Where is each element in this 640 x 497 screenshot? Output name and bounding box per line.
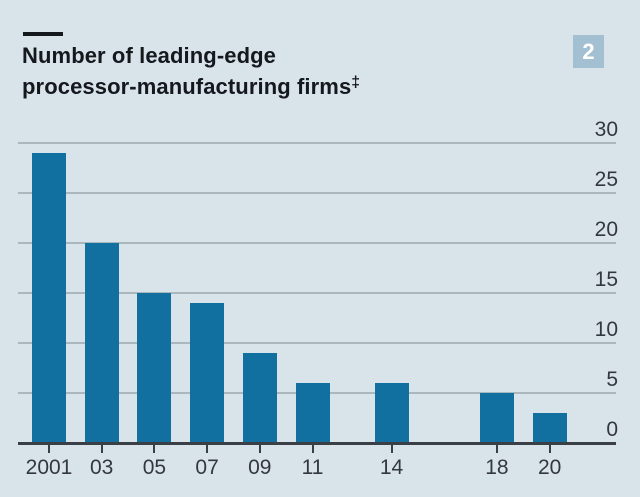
gridline xyxy=(18,291,616,294)
bar-18 xyxy=(479,392,514,443)
x-axis-label: 07 xyxy=(195,455,219,479)
chart-title-line1: Number of leading-edge xyxy=(22,43,276,68)
x-tick xyxy=(258,444,261,453)
bar-14 xyxy=(374,382,409,443)
x-axis-label: 14 xyxy=(379,455,404,479)
chart-number-badge: 2 xyxy=(573,35,604,68)
x-axis-label: 05 xyxy=(142,455,167,479)
y-axis-label: 0 xyxy=(606,417,618,441)
y-axis-label: 15 xyxy=(594,267,618,291)
x-tick xyxy=(390,444,393,453)
x-tick xyxy=(206,444,209,453)
x-axis-label: 11 xyxy=(301,455,324,479)
chart-title-line2: processor-manufacturing firms xyxy=(22,74,352,99)
bar-07 xyxy=(190,302,225,443)
x-tick xyxy=(311,444,314,453)
x-axis-label: 03 xyxy=(90,455,114,479)
y-axis-label: 5 xyxy=(606,367,618,391)
y-axis-label: 25 xyxy=(594,167,618,191)
gridline xyxy=(18,141,616,144)
bar-20 xyxy=(532,412,567,443)
title-dash xyxy=(23,32,63,36)
footnote-marker: ‡ xyxy=(351,74,360,91)
y-axis-label: 10 xyxy=(594,317,618,341)
x-axis-label: 2001 xyxy=(25,455,73,479)
x-axis-line xyxy=(18,441,616,445)
bar-11 xyxy=(295,382,330,443)
y-axis-label: 20 xyxy=(594,217,618,241)
x-tick xyxy=(100,444,103,453)
y-axis-label: 30 xyxy=(594,117,618,141)
bar-2001 xyxy=(32,152,66,443)
chart-title: Number of leading-edge processor-manufact… xyxy=(22,40,360,102)
x-tick xyxy=(495,444,498,453)
x-tick xyxy=(48,444,50,453)
x-tick xyxy=(153,444,156,453)
bar-05 xyxy=(137,292,172,443)
gridline xyxy=(18,341,616,344)
x-axis-label: 18 xyxy=(485,455,509,479)
bar-09 xyxy=(242,352,277,443)
gridline xyxy=(18,241,616,244)
x-axis-label: 09 xyxy=(248,455,272,479)
gridline xyxy=(18,191,616,194)
x-tick xyxy=(548,444,551,453)
x-axis-label: 20 xyxy=(537,455,562,479)
bar-03 xyxy=(84,242,119,443)
